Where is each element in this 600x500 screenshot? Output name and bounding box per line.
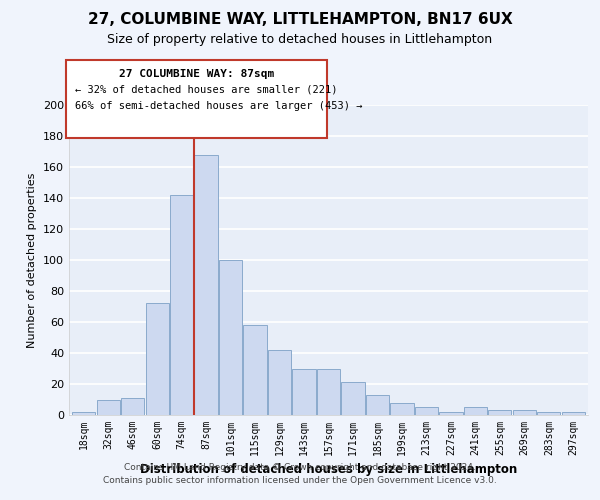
Bar: [317, 368, 340, 415]
Bar: [292, 368, 316, 415]
Bar: [513, 410, 536, 415]
Bar: [488, 410, 511, 415]
Text: Contains public sector information licensed under the Open Government Licence v3: Contains public sector information licen…: [103, 476, 497, 485]
Bar: [391, 402, 413, 415]
Bar: [562, 412, 585, 415]
Bar: [170, 195, 193, 415]
Bar: [97, 400, 120, 415]
Y-axis label: Number of detached properties: Number of detached properties: [28, 172, 37, 348]
X-axis label: Distribution of detached houses by size in Littlehampton: Distribution of detached houses by size …: [140, 464, 517, 476]
Text: ← 32% of detached houses are smaller (221): ← 32% of detached houses are smaller (22…: [75, 85, 337, 95]
Text: Contains HM Land Registry data © Crown copyright and database right 2024.: Contains HM Land Registry data © Crown c…: [124, 464, 476, 472]
Bar: [268, 350, 291, 415]
Text: 27 COLUMBINE WAY: 87sqm: 27 COLUMBINE WAY: 87sqm: [119, 69, 274, 79]
Bar: [244, 325, 266, 415]
Bar: [219, 260, 242, 415]
Bar: [366, 395, 389, 415]
Text: 27, COLUMBINE WAY, LITTLEHAMPTON, BN17 6UX: 27, COLUMBINE WAY, LITTLEHAMPTON, BN17 6…: [88, 12, 512, 28]
Bar: [415, 407, 438, 415]
Bar: [72, 412, 95, 415]
Bar: [121, 398, 144, 415]
Bar: [439, 412, 463, 415]
Bar: [537, 412, 560, 415]
Bar: [146, 304, 169, 415]
Bar: [341, 382, 365, 415]
Bar: [194, 154, 218, 415]
Text: Size of property relative to detached houses in Littlehampton: Size of property relative to detached ho…: [107, 32, 493, 46]
Text: 66% of semi-detached houses are larger (453) →: 66% of semi-detached houses are larger (…: [75, 101, 362, 111]
Bar: [464, 407, 487, 415]
